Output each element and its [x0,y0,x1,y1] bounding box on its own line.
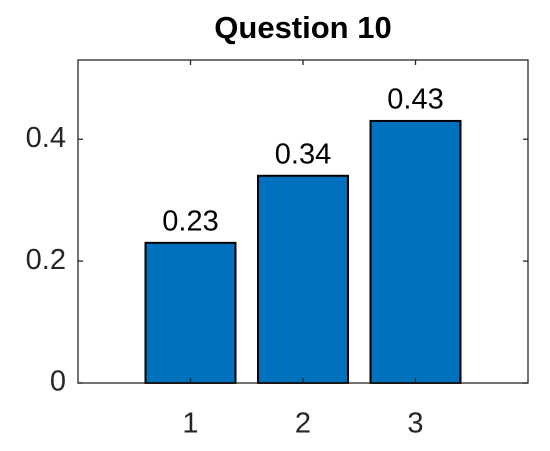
value-label: 0.23 [162,205,218,237]
y-tick-label: 0.2 [26,244,66,276]
x-tick-label: 2 [295,408,311,440]
y-tick-label: 0 [50,366,66,398]
bar [144,241,237,384]
x-tick-label: 3 [407,408,423,440]
value-label: 0.34 [275,138,331,170]
bar [257,174,349,384]
y-tick-label: 0.4 [26,122,66,154]
bar [369,119,462,385]
chart-title: Question 10 [214,10,391,45]
value-label: 0.43 [387,84,443,116]
x-tick-label: 1 [182,408,198,440]
